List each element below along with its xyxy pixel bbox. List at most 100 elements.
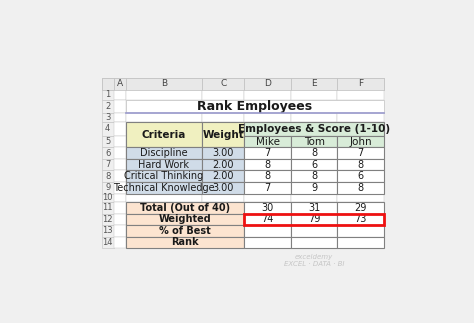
Text: F: F <box>358 79 363 88</box>
Text: 79: 79 <box>308 214 320 224</box>
Text: 8: 8 <box>264 171 271 181</box>
Bar <box>202 147 245 159</box>
Bar <box>245 122 384 136</box>
Bar <box>113 171 126 182</box>
Bar <box>202 193 245 202</box>
Bar <box>291 136 337 147</box>
Bar <box>291 182 337 193</box>
Text: 73: 73 <box>355 214 367 224</box>
Bar <box>291 78 337 89</box>
Text: C: C <box>220 79 226 88</box>
Text: 9: 9 <box>311 183 317 193</box>
Bar <box>245 214 291 225</box>
Text: 6: 6 <box>105 149 110 158</box>
Bar <box>113 182 126 193</box>
Bar <box>245 159 291 171</box>
Text: 6: 6 <box>358 171 364 181</box>
Bar <box>113 113 126 122</box>
Text: Employees & Score (1-10): Employees & Score (1-10) <box>238 124 390 134</box>
Bar <box>202 78 245 89</box>
Bar <box>113 202 126 214</box>
Bar <box>245 225 291 237</box>
Bar <box>113 193 126 202</box>
Text: 12: 12 <box>102 215 113 224</box>
Bar <box>202 89 245 99</box>
Bar <box>245 171 291 182</box>
Bar <box>102 182 113 193</box>
Text: 8: 8 <box>311 148 317 158</box>
Text: John: John <box>349 137 372 147</box>
Bar <box>291 113 337 122</box>
Bar <box>245 182 291 193</box>
Bar <box>102 113 113 122</box>
Bar <box>291 89 337 99</box>
Text: 2.00: 2.00 <box>212 160 234 170</box>
Text: 10: 10 <box>102 193 113 202</box>
Bar <box>126 122 202 147</box>
Bar <box>102 214 113 225</box>
Text: Rank Employees: Rank Employees <box>197 100 312 113</box>
Text: 30: 30 <box>262 203 274 213</box>
Text: Discipline: Discipline <box>140 148 188 158</box>
Text: 5: 5 <box>105 137 110 146</box>
Text: 29: 29 <box>355 203 367 213</box>
Text: 8: 8 <box>358 160 364 170</box>
Bar <box>245 193 291 202</box>
Bar <box>291 171 337 182</box>
Bar <box>337 202 384 214</box>
Bar <box>245 214 384 225</box>
Bar <box>337 214 384 225</box>
Bar <box>113 237 126 248</box>
Bar <box>337 159 384 171</box>
Bar <box>113 89 126 99</box>
Bar <box>126 147 202 159</box>
Bar <box>113 225 126 237</box>
Text: 7: 7 <box>105 160 110 169</box>
Text: 1: 1 <box>105 90 110 99</box>
Bar <box>102 159 113 171</box>
Text: 74: 74 <box>262 214 274 224</box>
Text: 2: 2 <box>105 102 110 111</box>
Text: Tom: Tom <box>304 137 325 147</box>
Text: Weight: Weight <box>202 130 244 140</box>
Text: Technical Knowledge: Technical Knowledge <box>113 183 215 193</box>
Bar <box>245 136 291 147</box>
Bar <box>202 182 245 193</box>
Text: 7: 7 <box>357 148 364 158</box>
Bar <box>337 113 384 122</box>
Bar <box>102 136 113 147</box>
Bar <box>291 214 337 225</box>
Text: 6: 6 <box>311 160 317 170</box>
Text: % of Best: % of Best <box>159 226 211 236</box>
Bar <box>126 171 202 182</box>
Bar <box>113 99 126 113</box>
Bar <box>126 113 202 122</box>
Bar <box>113 78 126 89</box>
Text: 8: 8 <box>105 172 110 181</box>
Bar <box>126 193 202 202</box>
Bar <box>126 78 202 89</box>
Bar <box>337 89 384 99</box>
Bar <box>102 237 113 248</box>
Bar <box>337 171 384 182</box>
Text: Rank: Rank <box>172 237 199 247</box>
Text: 3: 3 <box>105 113 110 122</box>
Bar <box>202 171 245 182</box>
Text: 7: 7 <box>264 148 271 158</box>
Bar <box>337 78 384 89</box>
Bar <box>245 202 291 214</box>
Bar <box>202 159 245 171</box>
Bar <box>126 214 245 225</box>
Bar <box>202 122 245 147</box>
Text: 7: 7 <box>264 183 271 193</box>
Bar <box>102 78 384 89</box>
Bar <box>126 225 245 237</box>
Bar <box>102 78 113 89</box>
Bar <box>126 182 202 193</box>
Bar <box>113 214 126 225</box>
Bar <box>291 159 337 171</box>
Bar <box>126 89 202 99</box>
Bar <box>113 136 126 147</box>
Bar <box>291 237 337 248</box>
Text: 4: 4 <box>105 124 110 133</box>
